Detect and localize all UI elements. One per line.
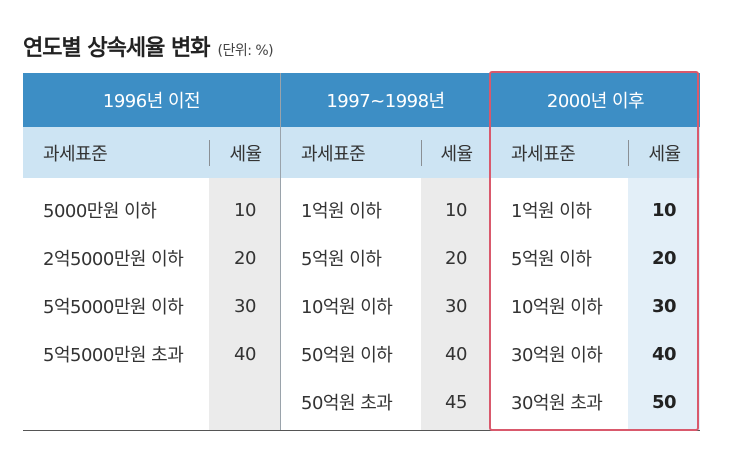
base-cell: 2억5000만원 이하	[43, 249, 184, 270]
rate-cell: 50	[651, 391, 677, 413]
base-cell: 5000만원 이하	[43, 201, 157, 222]
table-row: 1억원 이하 10	[281, 186, 491, 234]
column-header-base: 과세표준	[511, 143, 576, 165]
period-group-1997-1998: 1997~1998년 과세표준 세율 1억원 이하 10 5억원 이하 20 1…	[281, 73, 491, 431]
base-cell: 5억원 이하	[511, 249, 592, 270]
rate-cell: 30	[651, 295, 677, 317]
base-cell: 1억원 이하	[301, 201, 382, 222]
base-cell: 50억원 이하	[301, 345, 393, 366]
column-header-row: 과세표준 세율	[23, 127, 281, 178]
base-cell: 1억원 이하	[511, 201, 592, 222]
base-cell: 10억원 이하	[301, 297, 393, 318]
column-header-base: 과세표준	[43, 143, 108, 165]
table-row: 30억원 이하 40	[491, 330, 700, 378]
group-body: 1억원 이하 10 5억원 이하 20 10억원 이하 30 50억원 이하 4…	[281, 178, 491, 431]
group-body: 1억원 이하 10 5억원 이하 20 10억원 이하 30 30억원 이하 4…	[491, 178, 700, 431]
table-row: 1억원 이하 10	[491, 186, 700, 234]
rate-column-band	[421, 178, 491, 431]
column-header-rate: 세율	[440, 143, 473, 165]
table-row: 10억원 이하 30	[491, 282, 700, 330]
period-header: 1996년 이전	[23, 73, 281, 127]
period-group-1996: 1996년 이전 과세표준 세율 5000만원 이하 10 2억5000만원 이…	[23, 73, 281, 431]
column-header-rate: 세율	[648, 143, 681, 165]
table-bottom-rule	[23, 430, 700, 431]
base-cell: 30억원 이하	[511, 345, 603, 366]
group-body: 5000만원 이하 10 2억5000만원 이하 20 5억5000만원 이하 …	[23, 178, 281, 431]
table-row: 30억원 초과 50	[491, 378, 700, 426]
rate-cell: 20	[651, 247, 677, 269]
table-row: 50억원 초과 45	[281, 378, 491, 426]
column-header-rate: 세율	[229, 143, 262, 165]
base-cell: 5억5000만원 초과	[43, 345, 184, 366]
column-divider	[209, 140, 210, 166]
rate-cell: 40	[445, 343, 467, 365]
table-row: 10억원 이하 30	[281, 282, 491, 330]
rate-cell: 40	[234, 343, 256, 365]
period-header: 1997~1998년	[281, 73, 491, 127]
base-cell: 5억원 이하	[301, 249, 382, 270]
base-cell: 50억원 초과	[301, 393, 393, 414]
rate-column-band	[628, 178, 700, 431]
highlight-box	[489, 71, 699, 431]
column-divider	[421, 140, 422, 166]
table-row: 5000만원 이하 10	[23, 186, 281, 234]
rate-cell: 10	[651, 199, 677, 221]
base-cell: 5억5000만원 이하	[43, 297, 184, 318]
period-header: 2000년 이후	[491, 73, 700, 127]
table-row: 2억5000만원 이하 20	[23, 234, 281, 282]
rate-cell: 20	[234, 247, 256, 269]
column-header-base: 과세표준	[301, 143, 366, 165]
table-row: 5억원 이하 20	[281, 234, 491, 282]
table-row: 5억5000만원 이하 30	[23, 282, 281, 330]
column-divider	[628, 140, 629, 166]
rate-cell: 10	[234, 199, 256, 221]
page-title: 연도별 상속세율 변화	[23, 36, 210, 61]
rate-column-band	[209, 178, 281, 431]
rate-cell: 40	[651, 343, 677, 365]
rate-cell: 20	[445, 247, 467, 269]
rate-cell: 30	[234, 295, 256, 317]
unit-label: (단위: %)	[217, 43, 274, 59]
column-header-row: 과세표준 세율	[281, 127, 491, 178]
rate-cell: 30	[445, 295, 467, 317]
tax-rate-table: 1996년 이전 과세표준 세율 5000만원 이하 10 2억5000만원 이…	[23, 73, 700, 431]
base-cell: 10억원 이하	[511, 297, 603, 318]
table-row: 5억원 이하 20	[491, 234, 700, 282]
table-row: 5억5000만원 초과 40	[23, 330, 281, 378]
period-group-2000: 2000년 이후 과세표준 세율 1억원 이하 10 5억원 이하 20 10억…	[491, 73, 700, 431]
rate-cell: 10	[445, 199, 467, 221]
table-row: 50억원 이하 40	[281, 330, 491, 378]
base-cell: 30억원 초과	[511, 393, 603, 414]
column-header-row: 과세표준 세율	[491, 127, 700, 178]
title-row: 연도별 상속세율 변화 (단위: %)	[23, 30, 274, 62]
rate-cell: 45	[445, 391, 467, 413]
